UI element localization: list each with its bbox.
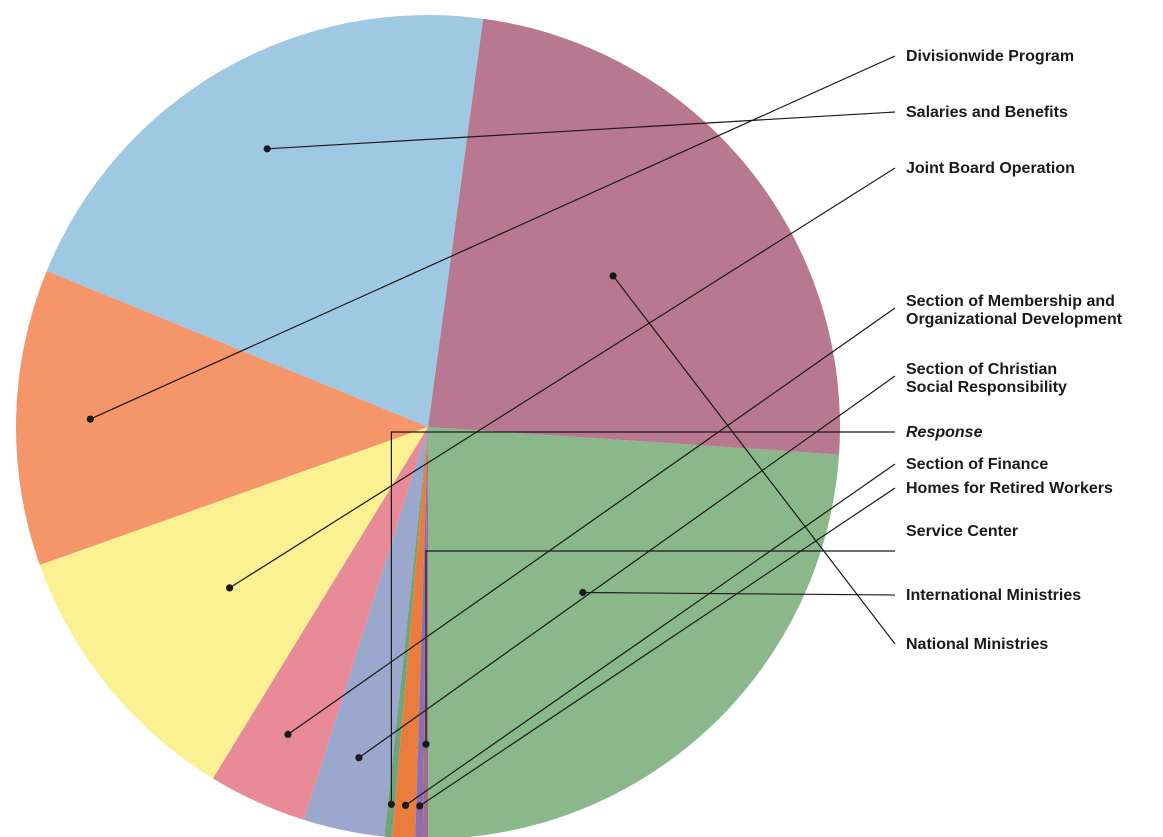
slice-section-of-christian-social-responsibility — [303, 427, 428, 837]
leader-dot — [86, 415, 94, 423]
leader-dot — [422, 740, 430, 748]
leader-dot — [263, 145, 271, 153]
leader-line — [425, 550, 895, 745]
slice-salaries-and-benefits — [46, 14, 484, 428]
slice-divisionwide-program — [16, 270, 428, 566]
leader-line — [358, 375, 896, 759]
leader-dot — [609, 272, 617, 280]
legend-label: Divisionwide Program — [906, 48, 1074, 65]
leader-line — [267, 111, 896, 150]
leader-dot — [387, 800, 395, 808]
legend-label: Salaries and Benefits — [906, 104, 1068, 121]
leader-dot — [579, 588, 587, 597]
legend-label: Homes for Retired Workers — [906, 480, 1113, 497]
leader-line — [287, 307, 896, 735]
slice-joint-board-operation — [39, 427, 429, 779]
leader-line — [419, 487, 896, 807]
legend-label: Response — [906, 424, 983, 441]
legend-labels: International Ministries National Ministr… — [906, 48, 1123, 653]
legend-label: Service Center — [906, 523, 1018, 540]
leader-dot — [355, 754, 363, 762]
slice-section-of-membership-and-organizational-development — [212, 427, 428, 820]
legend-label: Section of Finance — [906, 456, 1048, 473]
leader-line — [229, 167, 896, 589]
leader-dot — [284, 730, 292, 739]
leader-dot — [416, 802, 424, 810]
slice-international-ministries — [428, 427, 840, 837]
slice-section-of-finance — [392, 427, 428, 837]
leader-line — [90, 55, 896, 420]
leader-dot — [226, 584, 234, 592]
legend-label: Section of Membership and Organizational … — [906, 293, 1123, 328]
leader-line — [405, 463, 896, 806]
pie-slices — [16, 14, 840, 837]
leader-line — [612, 275, 896, 645]
slice-homes-for-retired-workers — [415, 427, 428, 837]
legend-label: National Ministries — [906, 636, 1048, 653]
legend-label: International Ministries — [906, 587, 1081, 604]
slice-national-ministries — [428, 18, 840, 455]
legend-label: Section of Christian Social Responsibilit… — [906, 361, 1067, 396]
leader-line — [390, 431, 895, 805]
legend-label: Joint Board Operation — [906, 160, 1075, 177]
slice-response — [384, 427, 428, 837]
leader-lines — [86, 55, 896, 810]
leader-dot — [401, 801, 410, 810]
leader-line — [582, 591, 896, 596]
